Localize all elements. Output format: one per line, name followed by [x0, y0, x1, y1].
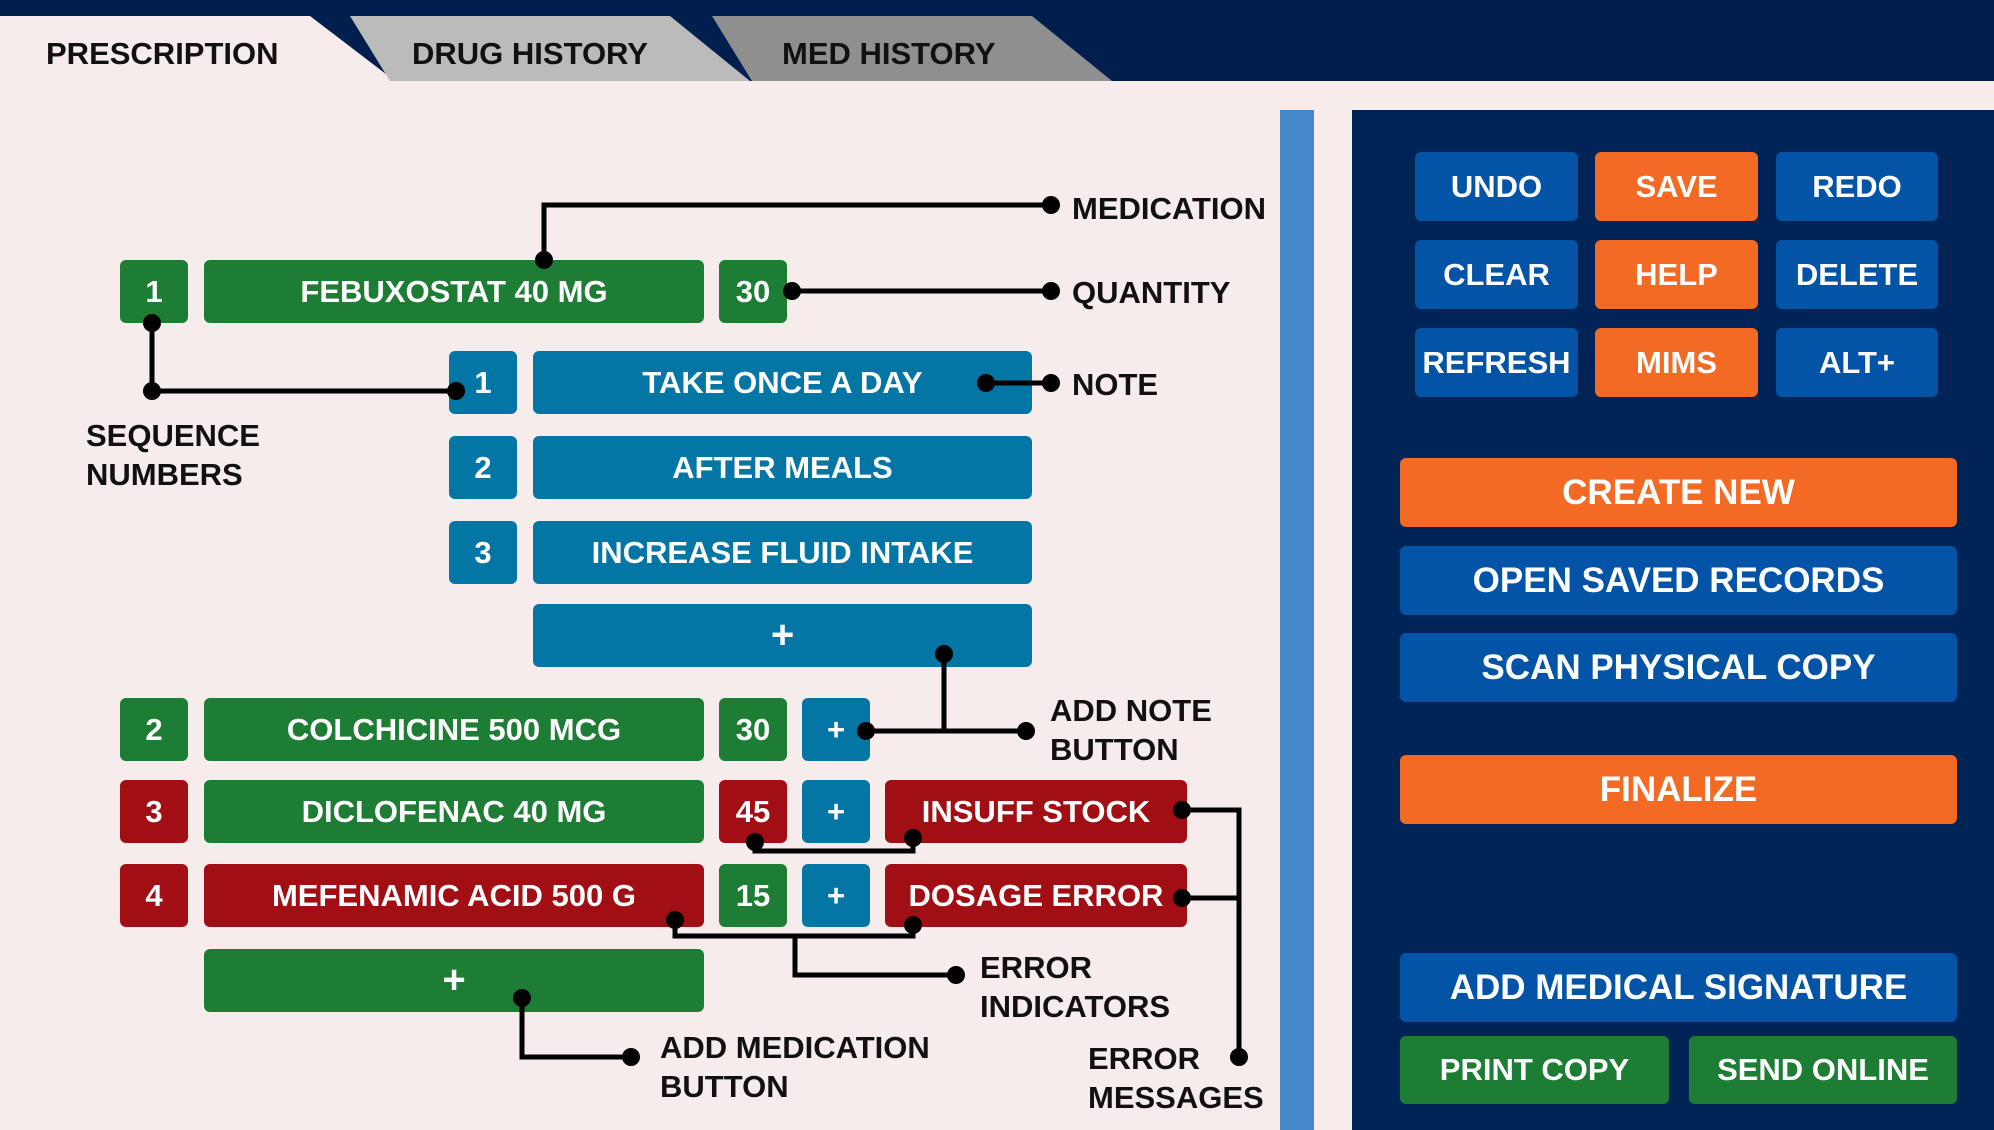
quantity-1[interactable]: 30: [719, 260, 787, 323]
label-error-messages: ERROR MESSAGES: [1088, 1039, 1264, 1117]
tab-drug-history[interactable]: DRUG HISTORY: [350, 16, 750, 81]
label-add-note-line1: ADD NOTE: [1050, 693, 1212, 728]
save-button[interactable]: SAVE: [1595, 152, 1758, 221]
quantity-4[interactable]: 15: [719, 864, 787, 927]
sequence-number-2: 2: [120, 698, 188, 761]
tab-med-history[interactable]: MED HISTORY: [712, 16, 1112, 81]
scan-physical-copy-button[interactable]: SCAN PHYSICAL COPY: [1400, 633, 1957, 702]
add-note-button-3[interactable]: +: [802, 780, 870, 843]
mims-button[interactable]: MIMS: [1595, 328, 1758, 397]
sequence-number-3: 3: [120, 780, 188, 843]
medication-name-3[interactable]: DICLOFENAC 40 MG: [204, 780, 704, 843]
print-copy-button[interactable]: PRINT COPY: [1400, 1036, 1669, 1104]
quantity-2[interactable]: 30: [719, 698, 787, 761]
medication-name-1[interactable]: FEBUXOSTAT 40 MG: [204, 260, 704, 323]
redo-button[interactable]: REDO: [1776, 152, 1938, 221]
note-sequence-1: 1: [449, 351, 517, 414]
label-sequence-numbers: SEQUENCE NUMBERS: [86, 416, 260, 494]
note-sequence-2: 2: [449, 436, 517, 499]
label-add-med-line1: ADD MEDICATION: [660, 1030, 930, 1065]
quantity-3[interactable]: 45: [719, 780, 787, 843]
label-sequence-line1: SEQUENCE: [86, 418, 260, 453]
tab-drug-history-label: DRUG HISTORY: [412, 36, 648, 71]
tab-prescription-label: PRESCRIPTION: [46, 36, 279, 71]
add-note-button[interactable]: +: [533, 604, 1032, 667]
error-message-insuff-stock: INSUFF STOCK: [885, 780, 1187, 843]
label-error-messages-line2: MESSAGES: [1088, 1080, 1264, 1115]
sequence-number-4: 4: [120, 864, 188, 927]
add-note-button-2[interactable]: +: [802, 698, 870, 761]
alt-button[interactable]: ALT+: [1776, 328, 1938, 397]
label-note: NOTE: [1072, 367, 1159, 402]
note-1[interactable]: TAKE ONCE A DAY: [533, 351, 1032, 414]
add-medical-signature-button[interactable]: ADD MEDICAL SIGNATURE: [1400, 953, 1957, 1022]
label-add-med-line2: BUTTON: [660, 1069, 789, 1104]
add-medication-button[interactable]: +: [204, 949, 704, 1012]
add-note-button-4[interactable]: +: [802, 864, 870, 927]
error-message-dosage-error: DOSAGE ERROR: [885, 864, 1187, 927]
label-error-indicators-line1: ERROR: [980, 950, 1092, 985]
tab-med-history-label: MED HISTORY: [782, 36, 996, 71]
note-sequence-3: 3: [449, 521, 517, 584]
delete-button[interactable]: DELETE: [1776, 240, 1938, 309]
label-medication: MEDICATION: [1072, 191, 1267, 226]
label-error-indicators: ERROR INDICATORS: [980, 948, 1170, 1026]
note-2[interactable]: AFTER MEALS: [533, 436, 1032, 499]
medication-name-2[interactable]: COLCHICINE 500 MCG: [204, 698, 704, 761]
undo-button[interactable]: UNDO: [1415, 152, 1578, 221]
open-saved-records-button[interactable]: OPEN SAVED RECORDS: [1400, 546, 1957, 615]
refresh-button[interactable]: REFRESH: [1415, 328, 1578, 397]
help-button[interactable]: HELP: [1595, 240, 1758, 309]
send-online-button[interactable]: SEND ONLINE: [1689, 1036, 1957, 1104]
medication-name-4[interactable]: MEFENAMIC ACID 500 G: [204, 864, 704, 927]
note-3[interactable]: INCREASE FLUID INTAKE: [533, 521, 1032, 584]
scrollbar[interactable]: [1280, 110, 1314, 1130]
label-sequence-line2: NUMBERS: [86, 457, 243, 492]
label-add-note-line2: BUTTON: [1050, 732, 1179, 767]
finalize-button[interactable]: FINALIZE: [1400, 755, 1957, 824]
label-quantity: QUANTITY: [1072, 275, 1231, 310]
sequence-number-1: 1: [120, 260, 188, 323]
label-error-messages-line1: ERROR: [1088, 1041, 1200, 1076]
label-add-medication-button: ADD MEDICATION BUTTON: [660, 1028, 930, 1106]
label-add-note-button: ADD NOTE BUTTON: [1050, 691, 1212, 769]
clear-button[interactable]: CLEAR: [1415, 240, 1578, 309]
create-new-button[interactable]: CREATE NEW: [1400, 458, 1957, 527]
label-error-indicators-line2: INDICATORS: [980, 989, 1171, 1024]
